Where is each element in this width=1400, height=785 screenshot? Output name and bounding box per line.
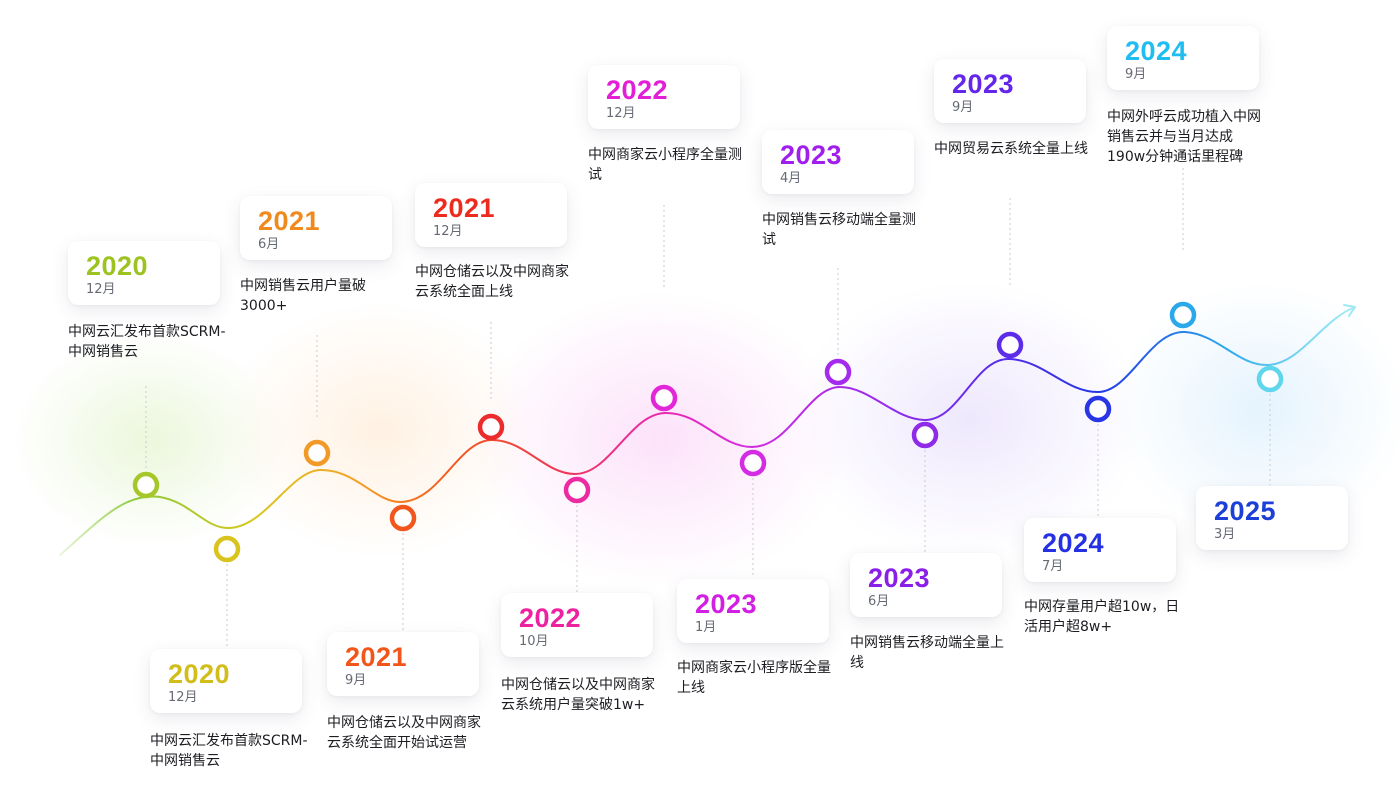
milestone-node [1169,301,1197,329]
milestone-card: 2023 9月 [934,59,1086,123]
milestone-card: 2022 10月 [501,593,653,657]
milestone-month: 12月 [433,224,463,239]
milestone-description: 中网贸易云系统全量上线 [934,141,1088,157]
milestone-description: 中网销售云用户量破3000+ [240,278,366,314]
milestone-description: 中网仓储云以及中网商家云系统用户量突破1w+ [501,677,655,713]
milestone-card: 2023 4月 [762,130,914,194]
milestone-node [1084,395,1112,423]
milestone-year: 2024 [1042,528,1105,558]
milestone-month: 6月 [258,237,280,252]
milestone-month: 10月 [519,634,549,649]
milestone-month: 4月 [780,171,802,186]
milestone-card: 2021 6月 [240,196,392,260]
milestone-year: 2021 [345,642,408,672]
milestone-month: 12月 [86,282,116,297]
milestone-month: 3月 [1214,527,1236,542]
milestone-node [389,504,417,532]
milestone-node [996,331,1024,359]
milestone-description: 中网云汇发布首款SCRM-中网销售云 [150,733,308,769]
milestone-description: 中网仓储云以及中网商家云系统全面开始试运营 [327,715,481,751]
milestone-month: 1月 [695,620,717,635]
milestone-card: 2021 9月 [327,632,479,696]
milestone-year: 2022 [519,603,582,633]
milestone-card: 2022 12月 [588,65,740,129]
milestone-year: 2021 [258,206,321,236]
milestone-year: 2024 [1125,36,1188,66]
timeline-arrow-icon [1343,304,1356,317]
milestone-card: 2024 7月 [1024,518,1176,582]
milestone-card: 2021 12月 [415,183,567,247]
milestone-node [739,449,767,477]
milestone-node [563,476,591,504]
milestone-month: 9月 [1125,67,1147,82]
milestone-description: 中网仓储云以及中网商家云系统全面上线 [415,264,569,300]
milestone-node [303,439,331,467]
milestone-description: 中网销售云移动端全量测试 [762,212,916,248]
milestone-card: 2020 12月 [68,241,220,305]
milestone-year: 2023 [695,589,758,619]
milestone-month: 7月 [1042,559,1064,574]
milestone-year: 2022 [606,75,669,105]
milestone-description: 中网云汇发布首款SCRM-中网销售云 [68,324,226,360]
milestone-month: 9月 [345,673,367,688]
milestone-description: 中网商家云小程序全量测试 [588,147,742,183]
milestone-node [477,413,505,441]
milestone-node [1256,365,1284,393]
milestone-card: 2023 1月 [677,579,829,643]
milestone-month: 12月 [606,106,636,121]
milestone-description: 中网商家云小程序版全量上线 [677,660,831,696]
milestone-month: 12月 [168,690,198,705]
milestone-node [911,421,939,449]
milestone-description: 中网销售云移动端全量上线 [850,635,1004,671]
milestone-card: 2023 6月 [850,553,1002,617]
milestone-node [132,471,160,499]
milestone-year: 2021 [433,193,496,223]
milestone-year: 2020 [168,659,231,689]
milestone-month: 9月 [952,100,974,115]
milestone-year: 2025 [1214,496,1277,526]
milestone-year: 2023 [780,140,843,170]
milestone-card: 2025 3月 [1196,486,1348,550]
milestone-description: 中网存量用户超10w，日活用户超8w+ [1024,599,1180,635]
milestone-description: 中网外呼云成功植入中网销售云并与当月达成190w分钟通话里程碑 [1107,109,1261,165]
milestone-month: 6月 [868,594,890,609]
milestone-node [213,535,241,563]
milestone-node [650,384,678,412]
milestone-card: 2020 12月 [150,649,302,713]
timeline-curve [59,306,1356,556]
milestone-year: 2020 [86,251,149,281]
milestone-card: 2024 9月 [1107,26,1259,90]
milestone-year: 2023 [952,69,1015,99]
milestone-year: 2023 [868,563,931,593]
milestone-node [824,358,852,386]
